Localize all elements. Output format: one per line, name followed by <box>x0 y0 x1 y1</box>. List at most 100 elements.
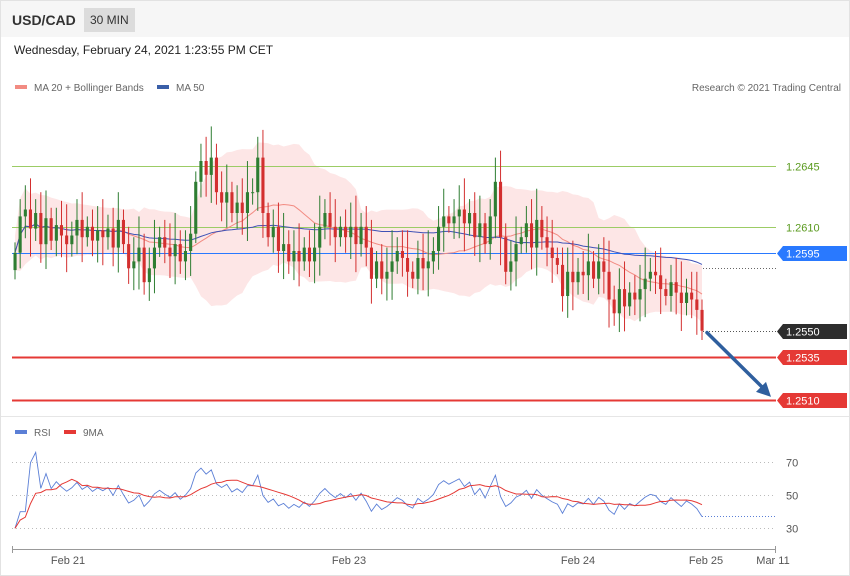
candle <box>633 275 637 316</box>
candle-body <box>23 209 27 217</box>
candle-body <box>106 228 110 238</box>
x-tick-label: Mar 11 <box>756 555 789 567</box>
candle-body <box>478 223 482 238</box>
candle <box>375 251 379 289</box>
candle-body <box>581 271 585 276</box>
candle <box>679 261 683 331</box>
candle <box>586 233 590 301</box>
candle <box>468 199 472 236</box>
candle <box>638 264 642 322</box>
candle <box>452 199 456 239</box>
rsi-legend-swatch <box>15 430 27 434</box>
candle <box>555 247 559 275</box>
candle <box>442 188 446 252</box>
candle <box>65 204 69 273</box>
candle <box>540 206 544 250</box>
candle-body <box>173 244 177 257</box>
x-tick-label: Feb 24 <box>561 555 595 567</box>
candle-body <box>679 292 683 303</box>
candle-body <box>307 247 311 262</box>
candle-body <box>535 219 539 248</box>
ma20-legend-swatch <box>15 85 27 89</box>
candle-body <box>276 226 280 251</box>
candle <box>416 240 420 295</box>
candle <box>137 216 141 290</box>
candle-body <box>209 157 213 175</box>
rsi-line <box>14 450 703 529</box>
candle-body <box>220 192 224 203</box>
candle <box>297 223 301 287</box>
candle <box>530 199 534 270</box>
candle-body <box>338 226 342 238</box>
header-bar: USD/CAD 30 MIN <box>1 1 849 37</box>
candle-body <box>147 268 151 283</box>
level-label-1.2510: 1.2510 <box>786 396 820 408</box>
candle <box>349 202 353 259</box>
candle-body <box>685 292 689 303</box>
candle-body <box>142 247 146 283</box>
candle-body <box>447 216 451 224</box>
candle-body <box>80 219 84 238</box>
candle-body <box>34 213 38 229</box>
candle <box>571 240 575 311</box>
candle-body <box>545 237 549 248</box>
candle <box>509 240 513 291</box>
candle-body <box>313 247 317 262</box>
candle <box>292 230 296 281</box>
forecast-arrow <box>705 330 771 397</box>
candle-body <box>194 181 198 234</box>
candle <box>674 257 678 315</box>
candle <box>209 126 213 203</box>
candle <box>550 219 554 283</box>
candle <box>302 237 306 271</box>
candle-body <box>240 202 244 213</box>
timestamp: Wednesday, February 24, 2021 1:23:55 PM … <box>14 43 274 57</box>
candle-body <box>323 213 327 227</box>
candle <box>447 206 451 233</box>
candle-body <box>90 226 94 241</box>
credit-text: Research © 2021 Trading Central <box>692 83 841 94</box>
candle-body <box>261 157 265 213</box>
candle <box>504 223 508 285</box>
level-label-1.2645: 1.2645 <box>786 162 820 174</box>
candle-body <box>664 289 668 296</box>
candle-body <box>473 213 477 238</box>
candle-body <box>509 261 513 272</box>
candle-body <box>638 289 642 300</box>
ma20-line <box>14 203 703 295</box>
timeframe-badge[interactable]: 30 MIN <box>84 8 135 32</box>
candle <box>369 219 373 304</box>
candle <box>116 192 120 273</box>
candle <box>251 178 255 205</box>
candle <box>34 199 38 241</box>
candle-body <box>462 209 466 224</box>
candle <box>214 143 218 205</box>
candle-body <box>493 181 497 217</box>
candle-body <box>225 192 229 203</box>
price-levels: 1.2645 1.2610 1.2595 1.2550 1.2535 1.2510 <box>12 162 847 408</box>
candle <box>659 247 663 315</box>
candle-body <box>282 244 286 251</box>
rsi9-legend-swatch <box>64 430 76 434</box>
candle-body <box>333 226 337 238</box>
candle-body <box>421 258 425 269</box>
candle-body <box>571 271 575 283</box>
candle <box>23 185 27 239</box>
candle <box>158 226 162 257</box>
candle-body <box>13 252 17 271</box>
candle <box>643 247 647 318</box>
candle <box>282 212 286 280</box>
candle-body <box>121 219 125 245</box>
candle <box>266 202 270 247</box>
candles <box>13 126 704 340</box>
candle-body <box>514 244 518 262</box>
candle <box>488 199 492 260</box>
candle <box>49 207 53 250</box>
candle-body <box>344 226 348 238</box>
candle-body <box>628 292 632 307</box>
candle <box>106 214 110 250</box>
candle <box>395 237 399 274</box>
candle-body <box>54 225 58 241</box>
candle-body <box>256 157 260 193</box>
